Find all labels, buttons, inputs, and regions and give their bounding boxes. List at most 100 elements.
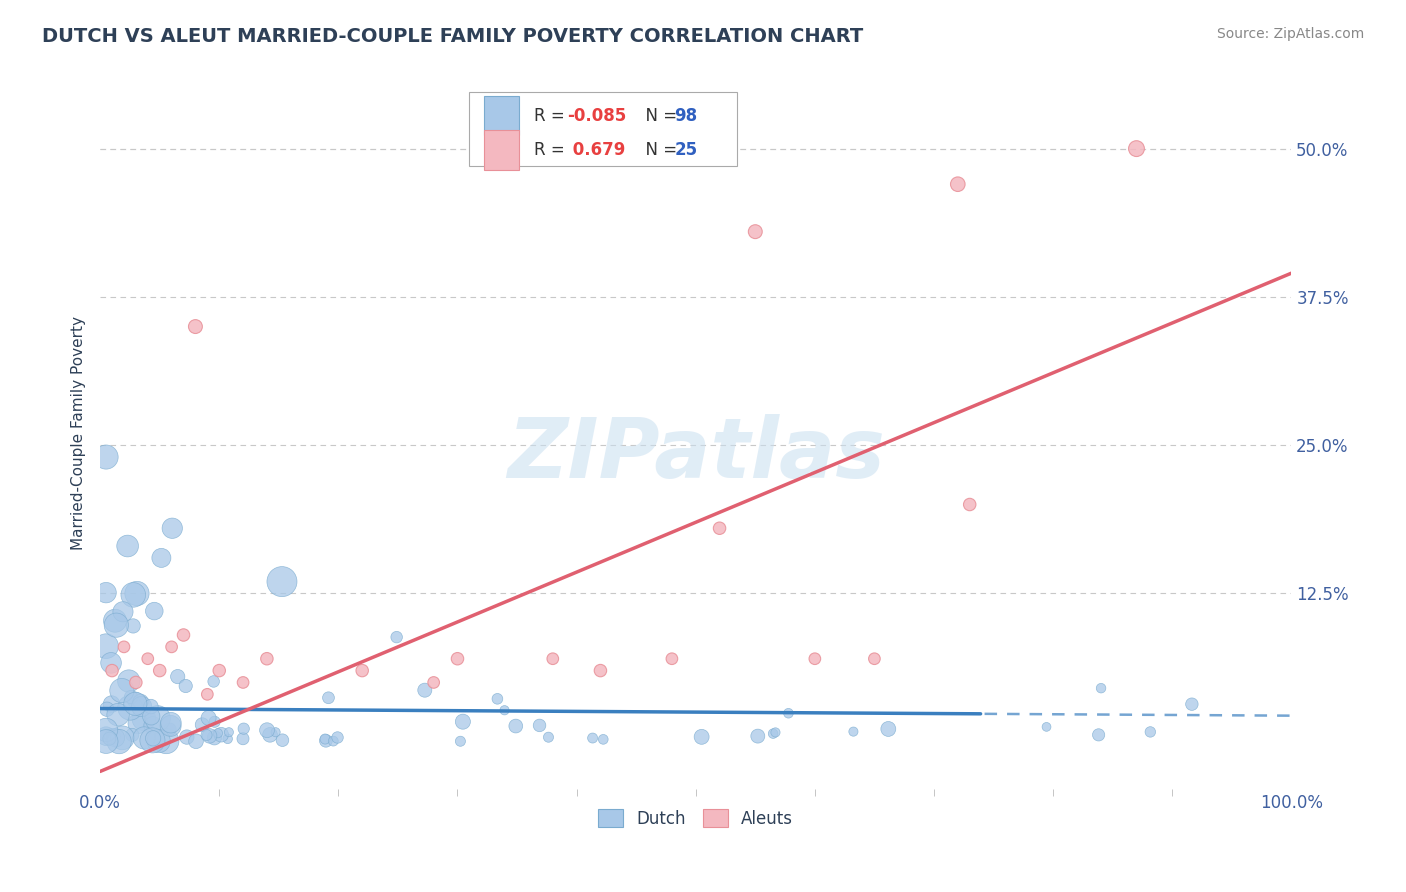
Point [529, 718, 551, 732]
Point [494, 703, 516, 717]
Point [709, 521, 731, 535]
Point [946, 178, 969, 192]
Point [150, 550, 173, 565]
Point [744, 225, 766, 239]
Point [149, 664, 172, 678]
Text: -0.085: -0.085 [567, 106, 626, 125]
Point [217, 731, 239, 746]
Point [143, 604, 166, 618]
Point [136, 651, 159, 665]
Point [166, 670, 188, 684]
Text: N =: N = [636, 106, 682, 125]
Point [124, 697, 146, 711]
Point [218, 725, 240, 739]
Point [197, 711, 219, 725]
Point [184, 319, 207, 334]
Point [160, 640, 183, 654]
Point [959, 498, 981, 512]
Point [111, 731, 134, 745]
Point [264, 725, 287, 739]
Point [94, 450, 117, 464]
Point [120, 700, 142, 714]
Point [195, 728, 218, 742]
Text: R =: R = [534, 141, 569, 159]
Point [117, 539, 139, 553]
Text: 25: 25 [675, 141, 697, 159]
Point [1087, 728, 1109, 742]
Point [877, 722, 900, 736]
Point [104, 731, 127, 745]
Point [94, 734, 117, 748]
Point [139, 699, 162, 714]
Point [505, 719, 527, 733]
Point [142, 731, 165, 746]
Point [208, 664, 231, 678]
Point [195, 687, 218, 701]
Point [108, 734, 131, 748]
Point [155, 734, 177, 748]
Point [98, 731, 121, 746]
FancyBboxPatch shape [484, 130, 519, 169]
Point [581, 731, 603, 745]
Point [122, 588, 145, 602]
Point [162, 521, 184, 535]
Legend: Dutch, Aleuts: Dutch, Aleuts [592, 803, 800, 834]
Point [100, 656, 122, 670]
Point [592, 732, 614, 747]
Point [256, 651, 278, 665]
Point [422, 675, 444, 690]
Point [661, 651, 683, 665]
Point [107, 707, 129, 722]
Point [318, 690, 340, 705]
Text: ZIPatlas: ZIPatlas [506, 414, 884, 495]
Point [100, 697, 122, 711]
Point [173, 628, 195, 642]
Point [589, 664, 612, 678]
Point [315, 733, 337, 747]
Point [125, 675, 148, 690]
Point [121, 728, 143, 742]
Point [120, 690, 142, 704]
Point [191, 717, 214, 731]
Point [451, 714, 474, 729]
FancyBboxPatch shape [470, 92, 737, 167]
Point [111, 605, 134, 619]
Point [1035, 720, 1057, 734]
Text: 0.679: 0.679 [567, 141, 626, 159]
Point [124, 693, 146, 707]
Point [747, 729, 769, 743]
Point [232, 675, 254, 690]
Point [446, 651, 468, 665]
Point [94, 639, 117, 653]
Point [118, 673, 141, 688]
Point [146, 711, 169, 725]
Point [176, 730, 198, 744]
Point [159, 719, 181, 733]
Point [1090, 681, 1112, 695]
Point [352, 664, 374, 678]
Point [271, 733, 294, 747]
Point [142, 718, 165, 732]
Point [413, 683, 436, 698]
Point [314, 732, 336, 747]
Point [112, 640, 135, 654]
Point [209, 728, 232, 742]
Point [125, 586, 148, 600]
Point [105, 618, 128, 632]
Point [202, 731, 225, 745]
Point [778, 706, 800, 721]
Point [198, 729, 221, 743]
Point [111, 683, 134, 698]
Point [256, 723, 278, 738]
Point [134, 731, 156, 745]
Point [129, 695, 152, 709]
Text: R =: R = [534, 106, 569, 125]
Point [127, 716, 149, 731]
Point [259, 728, 281, 742]
Point [141, 709, 163, 723]
Point [486, 691, 509, 706]
Text: N =: N = [636, 141, 682, 159]
Point [202, 674, 225, 689]
Point [132, 712, 155, 726]
Text: Source: ZipAtlas.com: Source: ZipAtlas.com [1216, 27, 1364, 41]
